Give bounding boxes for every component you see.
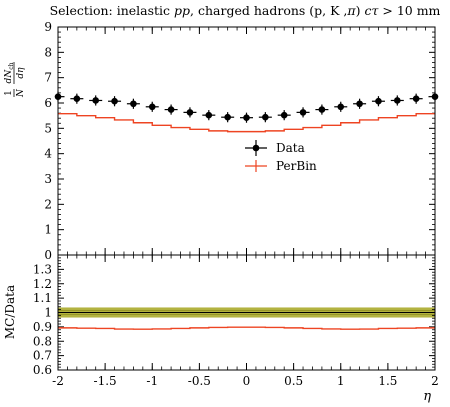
data-point <box>337 103 345 111</box>
data-point <box>205 111 213 119</box>
title-suffix: > 10 mm <box>378 3 440 18</box>
x-tick-label: 2 <box>431 374 439 388</box>
data-point <box>92 97 99 104</box>
main-y-tick-label: 3 <box>44 172 52 186</box>
ratio-y-tick-label: 0.6 <box>33 363 52 377</box>
main-y-tick-label: 0 <box>44 248 52 262</box>
ratio-y-tick-label: 0.7 <box>33 349 52 363</box>
data-point <box>130 100 137 108</box>
x-tick-label: -1 <box>146 374 158 388</box>
data-point <box>167 106 175 113</box>
title-pp: pp <box>174 3 190 18</box>
data-point <box>262 113 269 121</box>
main-series <box>54 91 439 133</box>
x-tick-label: -2 <box>52 374 64 388</box>
x-tick-label: 1 <box>337 374 345 388</box>
ratio-panel: 0.60.70.80.911.11.21.3 <box>33 254 436 377</box>
ratio-y-tick-label: 1.2 <box>33 277 52 291</box>
data-point <box>73 95 81 102</box>
main-panel: 0 1 2 3 4 5 6 7 8 9 <box>44 20 439 262</box>
title-close: ) <box>356 3 365 18</box>
ratio-perbin-line <box>58 326 435 330</box>
data-point <box>148 103 156 111</box>
y-label-frac-den: N <box>16 88 26 98</box>
main-y-tick-label: 5 <box>44 121 52 135</box>
ratio-frame <box>57 254 436 371</box>
ratio-y-axis-label: MC/Data <box>3 285 17 339</box>
data-point <box>280 111 288 119</box>
data-point <box>394 97 401 104</box>
main-axis-ticks: 0 1 2 3 4 5 6 7 8 9 <box>44 20 436 262</box>
data-point <box>299 109 307 116</box>
main-y-tick-label: 7 <box>44 71 52 85</box>
title-pi: π <box>346 3 356 18</box>
x-axis-tick-labels: -2 -1.5 -1 -0.5 0 0.5 1 1.5 2 <box>52 374 439 388</box>
y-label-frac-num: 1 <box>4 90 14 96</box>
legend-entry-perbin: PerBin <box>245 159 317 173</box>
data-point <box>412 95 420 102</box>
data-point <box>224 113 231 121</box>
x-tick-label: -1.5 <box>94 374 117 388</box>
x-tick-label: -0.5 <box>188 374 211 388</box>
ratio-y-tick-label: 1.3 <box>33 262 52 276</box>
y-axis-label: 1 N dNch dη <box>4 62 26 98</box>
legend: Data PerBin <box>245 140 317 173</box>
data-point <box>243 114 250 121</box>
x-axis-label: η <box>423 389 431 404</box>
legend-mc-label: PerBin <box>276 159 317 173</box>
title-prefix: Selection: inelastic <box>50 3 174 18</box>
data-point <box>111 97 118 105</box>
y-label-deriv-den: dη <box>16 67 26 79</box>
data-point <box>375 97 382 105</box>
x-tick-label: 1.5 <box>378 374 397 388</box>
x-tick-label: 0.5 <box>284 374 303 388</box>
x-tick-label: 0 <box>243 374 251 388</box>
ratio-y-tick-label: 0.9 <box>33 320 52 334</box>
y-label-dn: dN <box>4 69 14 84</box>
y-label-dn-sub: ch <box>8 62 15 69</box>
main-frame <box>57 26 436 256</box>
legend-data-marker <box>252 144 260 152</box>
main-y-tick-label: 2 <box>44 197 52 211</box>
perbin-series-line <box>58 112 435 133</box>
main-y-tick-label: 6 <box>44 96 52 110</box>
title-middle: , charged hadrons (p, K , <box>190 3 347 18</box>
main-y-tick-label: 9 <box>44 20 52 34</box>
data-point <box>356 100 363 108</box>
ratio-y-tick-label: 0.8 <box>33 334 52 348</box>
title-ctau: cτ <box>364 3 379 18</box>
legend-data-label: Data <box>276 141 305 155</box>
ratio-band-group <box>58 307 435 318</box>
main-y-tick-label: 8 <box>44 45 52 59</box>
main-y-tick-label: 1 <box>44 223 52 237</box>
ratio-y-tick-label: 1 <box>44 306 52 320</box>
legend-entry-data: Data <box>245 140 305 156</box>
data-point <box>318 106 326 113</box>
ratio-y-tick-label: 1.1 <box>33 291 52 305</box>
data-point <box>186 109 194 116</box>
main-y-tick-label: 4 <box>44 147 52 161</box>
ratio-series <box>58 326 435 330</box>
y-label-deriv-num: dNch <box>4 62 15 83</box>
ratio-axis-ticks: 0.60.70.80.911.11.21.3 <box>33 255 436 377</box>
chart-title: Selection: inelastic pp, charged hadrons… <box>50 3 441 18</box>
